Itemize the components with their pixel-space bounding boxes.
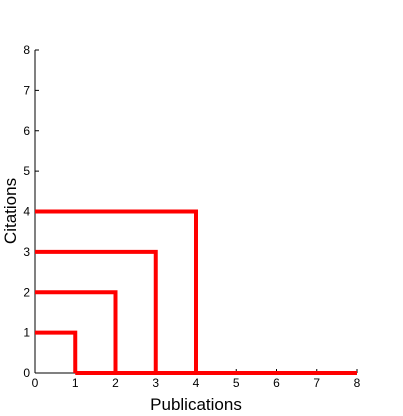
y-axis-title: Citations: [1, 178, 20, 244]
data-line: [35, 330, 78, 373]
x-tick-label: 6: [273, 376, 280, 390]
x-tick-label: 4: [193, 376, 200, 390]
x-tick-label: 1: [72, 376, 79, 390]
x-tick-label: 5: [233, 376, 240, 390]
y-tick-label: 1: [23, 326, 30, 340]
x-tick-label: 7: [313, 376, 320, 390]
y-tick-label: 4: [23, 205, 30, 219]
x-tick-label: 0: [32, 376, 39, 390]
y-tick-label: 2: [23, 285, 30, 299]
y-tick-label: 7: [23, 83, 30, 97]
y-tick-label: 0: [23, 366, 30, 380]
data-line: [35, 249, 158, 373]
y-tick-label: 6: [23, 124, 30, 138]
x-axis-title: Publications: [150, 395, 242, 414]
y-tick-label: 3: [23, 245, 30, 259]
data-line: [35, 209, 198, 373]
x-tick-label: 8: [354, 376, 361, 390]
y-tick-label: 5: [23, 164, 30, 178]
x-tick-label: 3: [152, 376, 159, 390]
y-tick-label: 8: [23, 43, 30, 57]
data-line: [35, 290, 118, 373]
x-tick-label: 2: [112, 376, 119, 390]
